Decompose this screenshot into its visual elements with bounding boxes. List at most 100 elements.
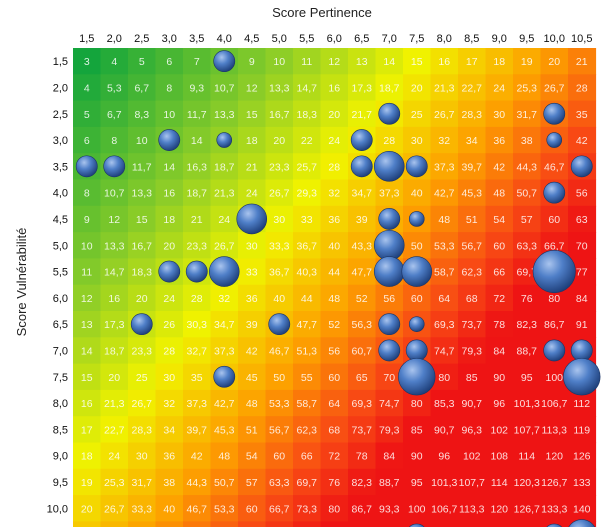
data-bubble <box>543 181 566 204</box>
heatmap-cell <box>100 258 129 286</box>
heatmap-cell <box>320 495 349 522</box>
heatmap-cell <box>540 48 569 75</box>
cell-value-label: 60 <box>548 214 560 226</box>
heatmap-cell <box>155 284 184 312</box>
heatmap-cell <box>73 232 102 259</box>
cell-value-label: 31,7 <box>132 477 153 489</box>
cell-value-label: 13,3 <box>214 109 235 121</box>
cell-value-label: 28,3 <box>462 109 483 121</box>
heatmap-cell <box>458 363 487 391</box>
data-bubble <box>373 256 405 287</box>
cell-value-label: 8 <box>111 135 117 147</box>
heatmap-cell <box>265 284 294 312</box>
cell-value-label: 10 <box>273 56 285 68</box>
heatmap-cell <box>458 258 487 286</box>
x-tick-label: 6,5 <box>354 33 369 45</box>
heatmap-cell <box>238 179 267 207</box>
heatmap-cell <box>155 232 184 259</box>
cell-value-label: 40 <box>411 188 423 200</box>
heatmap-cell <box>375 468 404 496</box>
heatmap-cell <box>348 311 377 338</box>
heatmap-cell <box>100 311 129 338</box>
x-axis-ticks: 1,5 2,0 2,5 3,0 3,5 4,0 4,5 5,0 5,5 6,0 6,5 7,0 7,5 8… <box>79 33 592 45</box>
cell-value-label: 133 <box>573 477 591 489</box>
x-tick-label: 5,5 <box>299 33 314 45</box>
heatmap-cell <box>155 468 184 496</box>
cell-value-label: 8 <box>166 82 172 94</box>
cell-value-label: 42 <box>493 161 505 173</box>
heatmap-cell <box>348 100 377 128</box>
cell-value-label: 56 <box>383 293 395 305</box>
cell-value-label: 126,7 <box>514 503 540 515</box>
cell-value-label: 57 <box>246 477 258 489</box>
cell-value-label: 66 <box>301 451 313 463</box>
cell-value-label: 45 <box>246 372 258 384</box>
heatmap-cell <box>293 48 322 75</box>
cell-value-label: 126 <box>573 451 591 463</box>
heatmap-cell <box>485 48 514 75</box>
heatmap-cell <box>485 74 514 102</box>
heatmap-cell <box>293 416 322 444</box>
cell-value-label: 20 <box>81 503 93 515</box>
heatmap-cell <box>293 389 322 417</box>
heatmap-cell <box>210 416 239 444</box>
cell-value-label: 15 <box>411 56 423 68</box>
cell-value-label: 17,3 <box>352 82 373 94</box>
heatmap-cell <box>210 389 239 417</box>
heatmap-cell <box>568 495 597 522</box>
heatmap-cell <box>568 284 597 312</box>
cell-value-label: 60 <box>328 372 340 384</box>
heatmap-cell <box>265 416 294 444</box>
heatmap-cell <box>210 468 239 496</box>
cell-value-label: 37,3 <box>379 188 400 200</box>
cell-value-label: 14 <box>163 161 175 173</box>
bubble-series <box>75 50 601 527</box>
heatmap-cell <box>293 468 322 496</box>
cell-value-label: 23,3 <box>132 345 153 357</box>
cell-value-label: 12 <box>328 56 340 68</box>
cell-value-label: 48 <box>246 398 258 410</box>
cell-value-label: 63 <box>576 214 588 226</box>
cell-value-label: 54 <box>246 451 258 463</box>
heatmap-cell <box>265 521 294 527</box>
cell-value-label: 11 <box>81 267 92 279</box>
cell-value-label: 37,3 <box>187 398 208 410</box>
cell-value-label: 33 <box>246 267 258 279</box>
cell-value-label: 20 <box>411 82 423 94</box>
cell-value-label: 68 <box>328 424 340 436</box>
cell-value-label: 84 <box>576 293 588 305</box>
heatmap-cell <box>348 179 377 207</box>
heatmap-cell <box>128 258 157 286</box>
heatmap-cell <box>100 468 129 496</box>
heatmap-cell <box>485 311 514 338</box>
data-bubble <box>405 155 428 178</box>
heatmap-cell <box>155 442 184 470</box>
cell-value-label: 101,3 <box>431 477 457 489</box>
heatmap-cell <box>128 442 157 470</box>
y-tick-label: 1,5 <box>53 56 68 68</box>
heatmap-cell <box>210 232 239 259</box>
heatmap-cell <box>458 126 487 154</box>
cell-value-label: 18,3 <box>297 109 318 121</box>
heatmap-cell <box>458 495 487 522</box>
cell-value-label: 20 <box>273 135 285 147</box>
x-tick-label: 4,5 <box>244 33 259 45</box>
heatmap-cell <box>210 337 239 365</box>
cell-value-label: 90,7 <box>462 398 483 410</box>
cell-value-label: 70 <box>576 240 588 252</box>
cell-value-label: 19 <box>81 477 93 489</box>
heatmap-cell <box>348 48 377 75</box>
heatmap-cell <box>568 416 597 444</box>
cell-value-label: 12 <box>246 82 258 94</box>
cell-value-label: 21 <box>576 56 588 68</box>
cell-value-label: 80 <box>411 398 423 410</box>
heatmap-cell <box>73 205 102 233</box>
cell-value-label: 17 <box>81 424 93 436</box>
cell-value-label: 18,7 <box>379 82 400 94</box>
heatmap-cell <box>73 311 102 338</box>
cell-value-label: 16 <box>163 188 175 200</box>
heatmap-cell <box>320 442 349 470</box>
heatmap-cell <box>238 495 267 522</box>
heatmap-cell <box>210 284 239 312</box>
heatmap-cell <box>183 74 212 102</box>
